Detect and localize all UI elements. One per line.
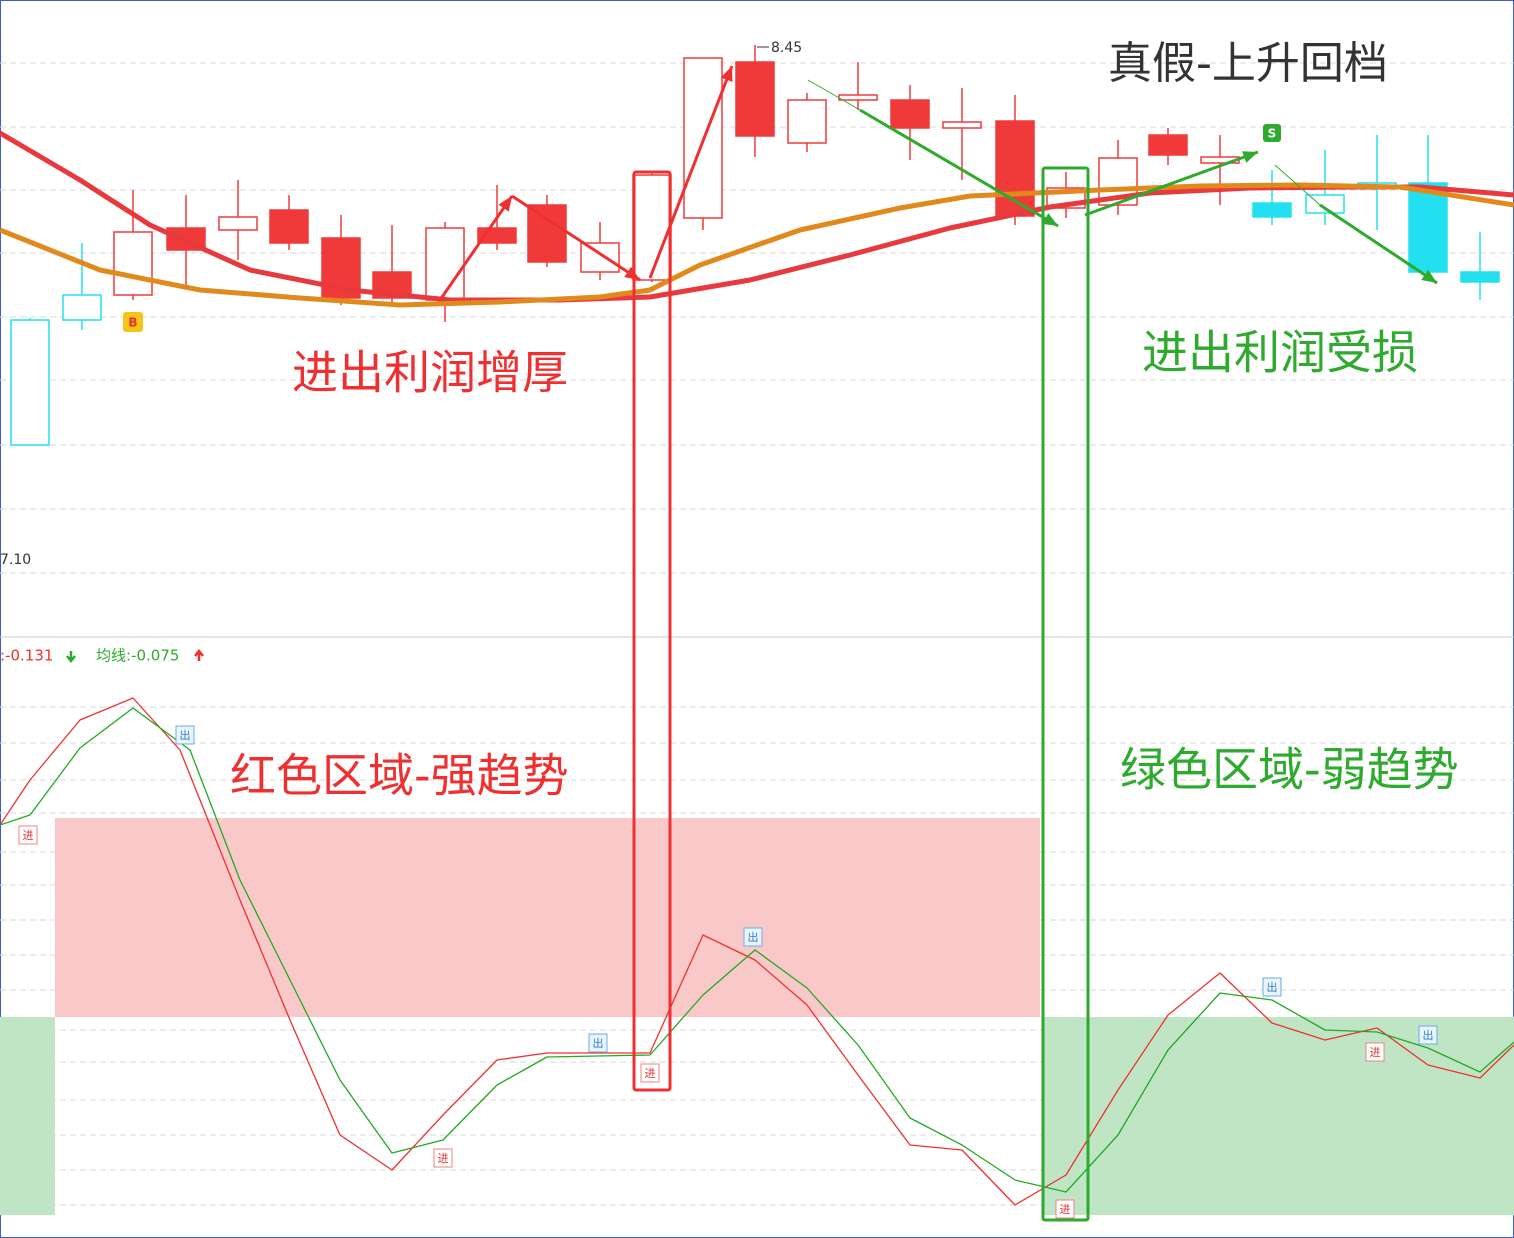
moving-average [0, 182, 1514, 308]
entry-signal: 进 [645, 1067, 656, 1080]
candle-body [1252, 202, 1292, 218]
red-zone [55, 818, 1040, 1017]
exit-badge [175, 725, 195, 745]
exit-badge [1418, 1025, 1438, 1045]
arrow-head [1042, 213, 1058, 226]
up-icon [194, 648, 204, 661]
candle-body [580, 242, 620, 273]
arrows [438, 65, 1438, 301]
green-zone-left [0, 1017, 55, 1215]
candle-body [1305, 194, 1345, 214]
entry-signal: 进 [1060, 1203, 1071, 1216]
entry-badge [640, 1063, 660, 1083]
indicator-line [0, 697, 1514, 1206]
arrow-shaft [1084, 150, 1259, 217]
candle-body [425, 227, 465, 301]
candle-body [62, 294, 102, 321]
candle-body [890, 99, 930, 129]
exit-badge [1262, 977, 1282, 997]
candle-body [113, 231, 153, 296]
exit-signal: 出 [180, 728, 191, 742]
exit-badge [588, 1033, 608, 1053]
candle-body [269, 209, 309, 244]
green-highlight-box [1041, 166, 1090, 1222]
annotation: 红色区域-强趋势 [230, 749, 569, 803]
annotation: 进出利润受损 [1142, 326, 1418, 380]
price-label: 7.10 [0, 552, 31, 568]
candle-body [942, 121, 982, 129]
arrow-head [1242, 151, 1258, 163]
sell-signal: S [1268, 127, 1277, 141]
entry-badge [18, 825, 38, 845]
red-highlight-box [632, 170, 672, 1092]
entry-signal: 进 [1370, 1046, 1381, 1059]
entry-signal: 进 [23, 829, 34, 842]
exit-signal: 出 [1423, 1028, 1434, 1042]
candle-body [1408, 182, 1448, 273]
sell-signal-bg [1263, 124, 1281, 142]
entry-signal: 进 [438, 1152, 449, 1165]
candle-body [1460, 271, 1500, 283]
indicator-label: :-0.131 [0, 647, 53, 665]
candle-body [735, 61, 775, 137]
arrow-shaft [438, 195, 514, 301]
candle-body [838, 94, 878, 101]
green-zone-right [1043, 1017, 1514, 1215]
buy-signal-bg [123, 312, 143, 332]
arrow-shaft [1319, 203, 1438, 285]
candle-body [10, 319, 50, 446]
entry-badge [433, 1148, 453, 1168]
title: 真假-上升回档 [1108, 38, 1388, 89]
candle-body [527, 204, 567, 263]
indicator-label: 均线:-0.075 [96, 647, 179, 665]
exit-signal: 出 [748, 930, 759, 944]
candle-body [787, 99, 827, 144]
down-icon [66, 651, 76, 664]
exit-badge [743, 927, 763, 947]
arrow-shaft [648, 65, 734, 279]
candle-body [218, 216, 258, 231]
arrow-shaft [807, 79, 861, 111]
arrow-head [624, 266, 640, 280]
candle-body [1148, 134, 1188, 156]
buy-signal: B [128, 316, 137, 330]
lines [0, 130, 1514, 1206]
annotation: 绿色区域-弱趋势 [1120, 743, 1459, 797]
arrow-head [720, 66, 733, 82]
price-label: 8.45 [771, 40, 802, 56]
arrow-head [1421, 269, 1437, 283]
arrow-shaft [511, 194, 641, 282]
candles [10, 45, 1500, 446]
entry-badge [1055, 1199, 1075, 1219]
arrow-shaft [859, 108, 1059, 228]
exit-signal: 出 [593, 1036, 604, 1050]
candle-body [632, 174, 672, 281]
arrow-head [498, 196, 512, 212]
arrow-shaft [1274, 164, 1321, 206]
annotation: 进出利润增厚 [292, 346, 568, 400]
exit-signal: 出 [1267, 980, 1278, 994]
indicator-average [0, 707, 1514, 1193]
entry-badge [1365, 1042, 1385, 1062]
